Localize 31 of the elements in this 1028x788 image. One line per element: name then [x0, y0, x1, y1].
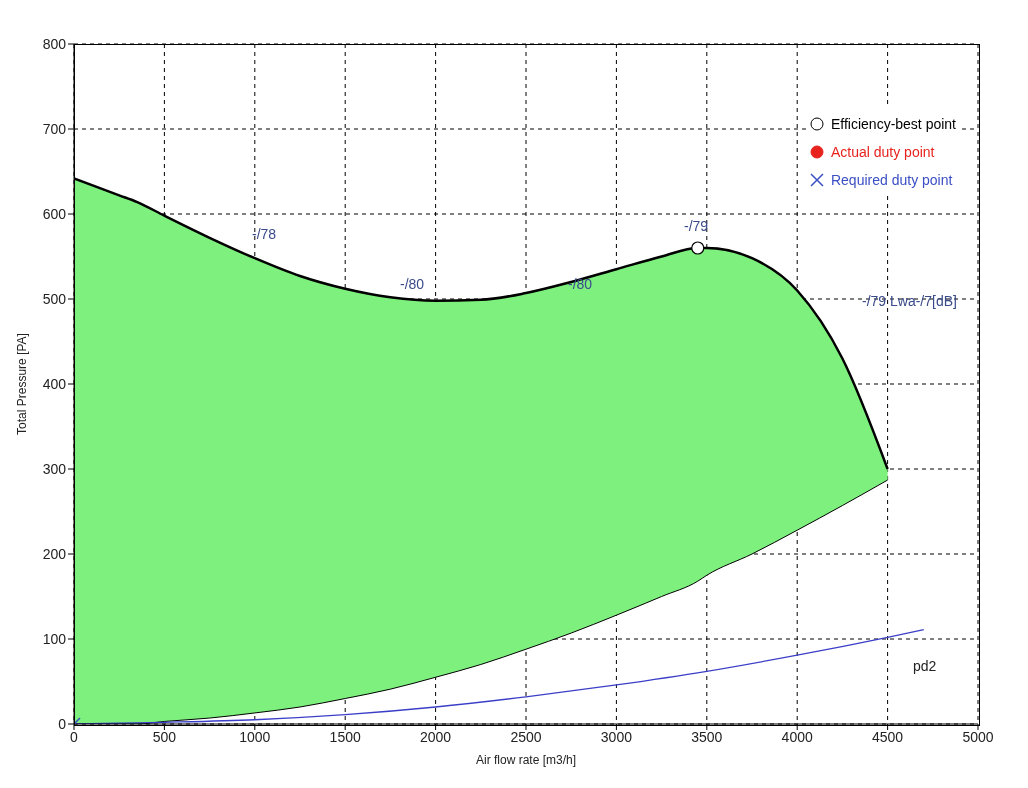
annotation: -/80	[568, 276, 593, 292]
annotation: pd2	[913, 658, 937, 674]
y-tick-label: 0	[58, 715, 67, 732]
legend-label: Actual duty point	[830, 144, 935, 160]
y-tick-label: 100	[42, 630, 67, 647]
y-tick-label: 300	[42, 460, 67, 477]
y-tick-label: 600	[42, 205, 67, 222]
x-tick-label: 500	[152, 728, 177, 745]
x-tick-label: 4000	[781, 728, 813, 745]
annotation: -/78	[252, 226, 277, 242]
y-tick-label: 500	[42, 290, 67, 307]
x-tick-label: 3000	[600, 728, 633, 745]
y-tick-label: 400	[42, 375, 67, 392]
x-tick-label: 1000	[239, 728, 271, 745]
y-tick-label: 800	[42, 35, 67, 52]
y-tick-label: 700	[42, 120, 67, 137]
x-tick-label: 4500	[872, 728, 904, 745]
y-tick-label: 200	[42, 545, 67, 562]
legend-label: Required duty point	[830, 172, 953, 188]
annotation: -/79 Lwa-/7[dB]	[862, 293, 957, 309]
x-axis-title: Air flow rate [m3/h]	[475, 753, 577, 767]
x-tick-label: 2500	[510, 728, 542, 745]
x-tick-label: 0	[70, 728, 79, 745]
x-tick-label: 1500	[329, 728, 361, 745]
y-axis-title: Total Pressure [PA]	[15, 333, 30, 435]
legend-label: Efficiency-best point	[830, 116, 956, 132]
annotation: -/80	[400, 276, 425, 292]
x-tick-label: 5000	[962, 728, 994, 745]
x-tick-label: 2000	[420, 728, 452, 745]
x-tick-label: 3500	[691, 728, 723, 745]
annotation: -/79	[684, 218, 709, 234]
